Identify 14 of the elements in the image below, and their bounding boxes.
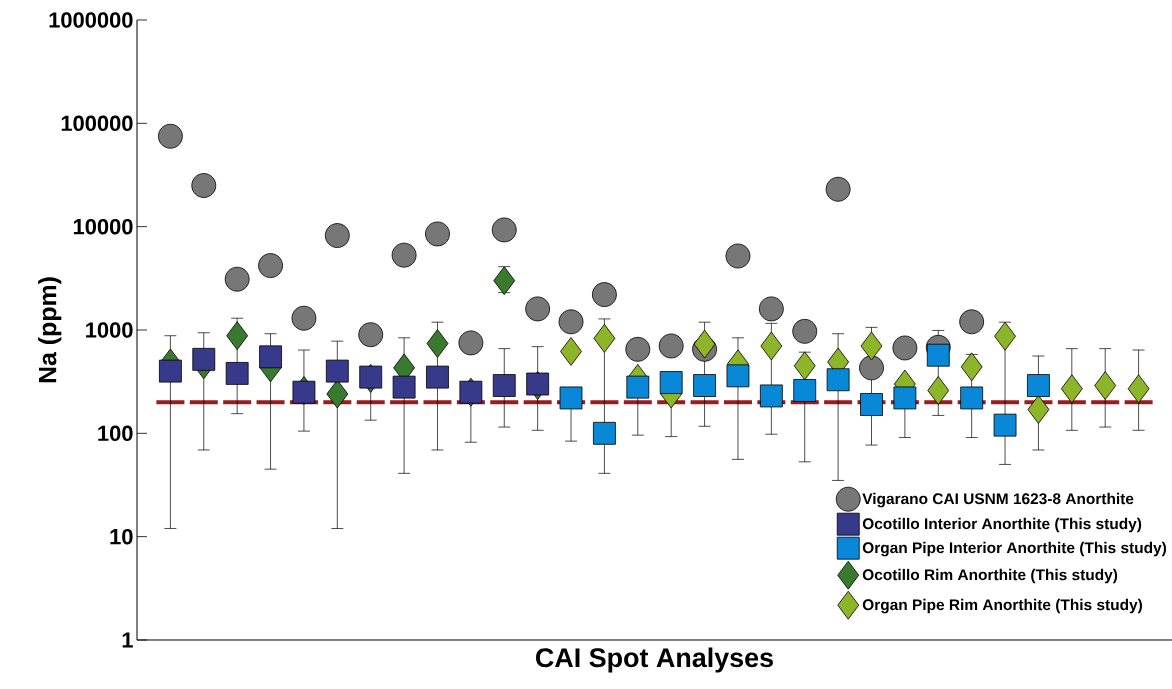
y-tick-label: 1000 [86, 322, 133, 338]
y-tick-label: 100000 [61, 115, 133, 132]
y-tick-label: 10000 [73, 218, 133, 235]
x-axis-title: CAI Spot Analyses [536, 647, 773, 673]
legend-label: Ocotillo Interior Anorthite (This study) [862, 517, 1142, 533]
y-tick-label: 1 [122, 632, 133, 648]
legend-label: Organ Pipe Rim Anorthite (This study) [862, 598, 1143, 614]
y-tick-label: 100 [98, 425, 133, 442]
legend-label: Vigarano CAI USNM 1623-8 Anorthite [862, 492, 1134, 508]
y-tick-label: 10 [110, 528, 133, 545]
legend-label: Organ Pipe Interior Anorthite (This study) [862, 541, 1167, 557]
y-axis-title: Na (ppm) [38, 277, 62, 383]
y-tick-label: 1000000 [49, 12, 133, 28]
legend-label: Ocotillo Rim Anorthite (This study) [862, 568, 1118, 584]
